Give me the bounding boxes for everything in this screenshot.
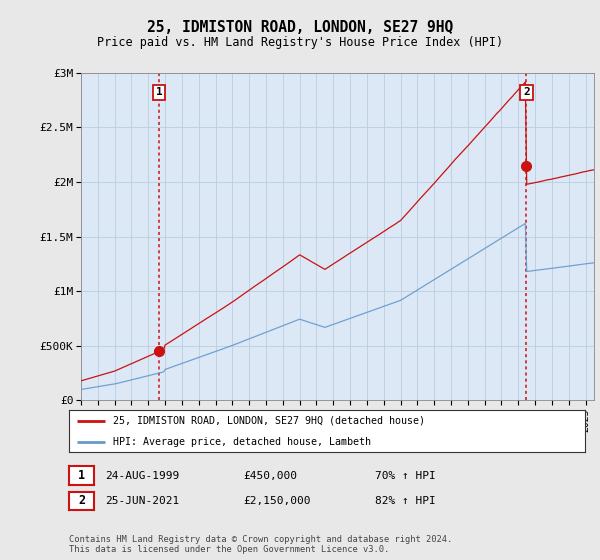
- Text: 25-JUN-2021: 25-JUN-2021: [105, 496, 179, 506]
- Text: Price paid vs. HM Land Registry's House Price Index (HPI): Price paid vs. HM Land Registry's House …: [97, 36, 503, 49]
- Text: Contains HM Land Registry data © Crown copyright and database right 2024.
This d: Contains HM Land Registry data © Crown c…: [69, 535, 452, 554]
- Text: 1: 1: [78, 469, 85, 482]
- Text: HPI: Average price, detached house, Lambeth: HPI: Average price, detached house, Lamb…: [113, 437, 371, 447]
- Text: 70% ↑ HPI: 70% ↑ HPI: [375, 471, 436, 481]
- Text: 82% ↑ HPI: 82% ↑ HPI: [375, 496, 436, 506]
- Text: 1: 1: [156, 87, 163, 97]
- Text: 2: 2: [78, 494, 85, 507]
- Text: 2: 2: [523, 87, 530, 97]
- Text: 24-AUG-1999: 24-AUG-1999: [105, 471, 179, 481]
- Text: 25, IDMISTON ROAD, LONDON, SE27 9HQ: 25, IDMISTON ROAD, LONDON, SE27 9HQ: [147, 20, 453, 35]
- Text: £2,150,000: £2,150,000: [243, 496, 311, 506]
- Text: 25, IDMISTON ROAD, LONDON, SE27 9HQ (detached house): 25, IDMISTON ROAD, LONDON, SE27 9HQ (det…: [113, 416, 425, 426]
- Text: £450,000: £450,000: [243, 471, 297, 481]
